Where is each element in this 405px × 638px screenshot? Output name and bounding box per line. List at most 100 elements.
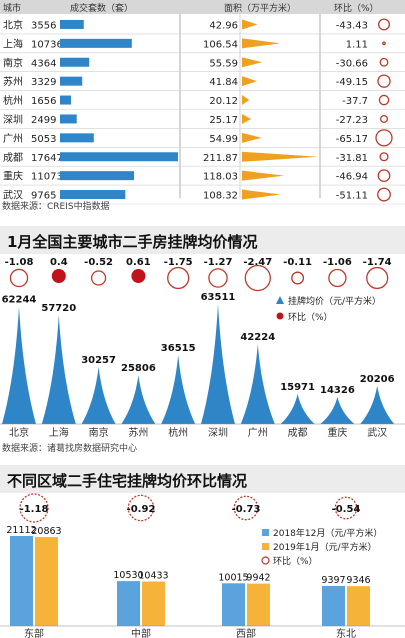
legend-mom-icon <box>261 556 270 565</box>
mom-label: -2.47 <box>243 257 272 268</box>
deals-bar <box>60 38 132 48</box>
deals-bar <box>60 190 126 200</box>
price-peak <box>121 375 156 424</box>
area-triangle <box>242 189 281 200</box>
mom-circle <box>334 496 358 520</box>
area-triangle <box>242 151 318 162</box>
header-area: 面积（万平方米） <box>224 2 296 14</box>
table-deals-value: 1656 <box>31 96 56 107</box>
price-peak <box>161 355 196 424</box>
deals-bar <box>60 57 90 67</box>
bar-2018-12 <box>322 585 345 626</box>
chart-title: 不同区域二手住宅挂牌均价环比情况 <box>7 472 247 490</box>
price-peak <box>2 306 36 424</box>
legend-price-icon <box>276 296 284 304</box>
mom-circle-negative <box>208 268 228 288</box>
price-peak <box>360 385 395 424</box>
price-peak <box>320 396 355 424</box>
price-label: 62244 <box>2 294 37 305</box>
legend-mom-label: 环比（%） <box>273 555 318 567</box>
mom-circle-negative <box>366 266 389 290</box>
table-deals-value: 4364 <box>31 58 56 69</box>
mom-circle-negative <box>167 266 190 290</box>
area-triangle <box>242 38 281 49</box>
area-triangle <box>242 95 250 106</box>
mom-label: -1.06 <box>323 257 352 268</box>
mom-label: -1.18 <box>20 504 49 515</box>
bar-2019-01 <box>247 583 270 626</box>
mom-label: -1.08 <box>5 257 34 268</box>
value-label-2019-01: 20863 <box>31 526 61 537</box>
mom-circle-negative <box>244 264 271 292</box>
deals-bar <box>60 114 77 124</box>
table-mom-value: -31.81 <box>336 153 368 164</box>
header-mom: 环比（%） <box>334 2 379 14</box>
table-deals-value: 2499 <box>31 115 56 126</box>
mom-circle <box>378 18 390 31</box>
table-city-label: 上海 <box>3 37 23 50</box>
table-area-value: 55.59 <box>209 58 238 69</box>
legend-mom-icon <box>276 312 284 320</box>
mom-circle <box>233 495 259 521</box>
deals-bar <box>60 152 178 162</box>
x-tick-label: 杭州 <box>168 426 188 439</box>
mom-label: -0.92 <box>127 504 156 515</box>
value-label-2019-01: 9346 <box>346 575 370 586</box>
deals-bar <box>60 133 94 143</box>
mom-circle <box>375 129 393 147</box>
table-area-value: 41.84 <box>209 77 238 88</box>
table-area-value: 106.54 <box>203 39 238 50</box>
legend-jan-swatch <box>262 543 269 550</box>
bar-2018-12 <box>117 581 140 626</box>
mom-circle <box>379 57 389 67</box>
mom-circle <box>19 493 49 523</box>
table-area-value: 25.17 <box>209 115 238 126</box>
chart-title: 1月全国主要城市二手房挂牌均价情况 <box>7 233 257 251</box>
table-mom-value: -30.66 <box>336 58 368 69</box>
source-note: 数据来源：诸葛找房数据研究中心 <box>2 442 137 454</box>
table-city-label: 北京 <box>3 18 23 31</box>
table-city-label: 苏州 <box>3 75 23 88</box>
table-area-value: 20.12 <box>209 96 238 107</box>
price-label: 42224 <box>240 332 275 343</box>
table-mom-value: -51.11 <box>336 191 368 202</box>
x-tick-label: 南京 <box>89 426 109 439</box>
mom-label: -0.11 <box>283 257 312 268</box>
table-mom-value: -37.7 <box>342 96 368 107</box>
table-city-label: 深圳 <box>3 114 23 126</box>
price-label: 30257 <box>81 355 116 366</box>
mom-circle <box>378 94 390 106</box>
x-tick-label: 苏州 <box>128 426 148 439</box>
x-tick-label: 武汉 <box>367 426 387 439</box>
x-tick-label: 中部 <box>131 627 151 638</box>
value-label-2018-12: 9397 <box>321 575 345 586</box>
header-city: 城市 <box>3 2 21 14</box>
table-deals-value: 3556 <box>31 20 56 31</box>
table-city-label: 重庆 <box>3 170 23 183</box>
table-area-value: 211.87 <box>203 153 238 164</box>
price-peak <box>240 344 275 424</box>
table-deals-value: 3329 <box>31 77 56 88</box>
price-label: 57720 <box>41 303 76 314</box>
table-deals-value: 17647 <box>31 153 63 164</box>
x-tick-label: 广州 <box>248 427 268 439</box>
mom-label: -0.52 <box>84 257 113 268</box>
table-mom-value: -43.43 <box>336 20 368 31</box>
x-tick-label: 成都 <box>288 427 308 439</box>
area-triangle <box>242 113 252 124</box>
price-peak <box>280 393 315 424</box>
table-city-label: 南京 <box>3 56 23 69</box>
mom-label: 0.4 <box>50 257 68 268</box>
legend-price-label: 挂牌均价（元/平方米） <box>288 295 381 307</box>
deals-bar <box>60 171 135 181</box>
area-triangle <box>242 170 285 181</box>
table-area-value: 54.99 <box>209 134 238 145</box>
bar-2018-12 <box>222 583 245 626</box>
bar-2019-01 <box>347 586 370 626</box>
table-city-label: 杭州 <box>3 94 23 107</box>
table-mom-value: -65.17 <box>336 134 368 145</box>
header-deals: 成交套数（套） <box>70 2 133 14</box>
table-city-label: 武汉 <box>3 189 23 202</box>
